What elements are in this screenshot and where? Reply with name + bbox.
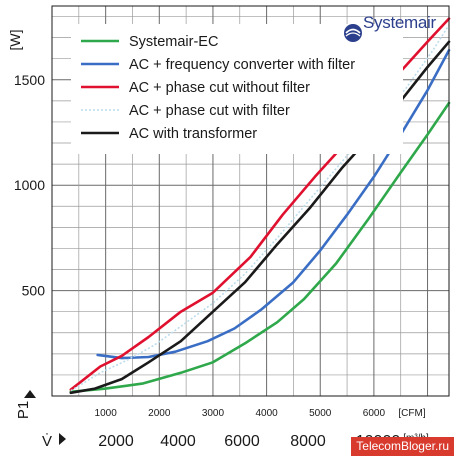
- x-tick-label: 5000: [309, 408, 332, 419]
- legend-background: [71, 24, 403, 154]
- watermark: TelecomBloger.ru: [351, 437, 454, 456]
- x-tick-labels: 1000 2000 3000 4000 5000 6000: [95, 408, 386, 419]
- x-axis-arrow-icon: [59, 433, 66, 445]
- y-tick-label: 1000: [14, 177, 45, 193]
- legend-label: AC + frequency converter with filter: [129, 57, 355, 73]
- y-tick-label: 1500: [14, 72, 45, 88]
- x-tick-label: 4000: [255, 408, 278, 419]
- x-tick-label: 2000: [148, 408, 171, 419]
- x-secondary-tick-label: 8000: [290, 433, 326, 450]
- y-tick-label: 500: [22, 283, 46, 299]
- y-axis-symbol-label: P1: [15, 401, 32, 419]
- legend: Systemair-EC AC + frequency converter wit…: [71, 24, 403, 154]
- brand-logo: Systemair: [344, 13, 437, 42]
- legend-label: AC with transformer: [129, 126, 257, 142]
- brand-logo-icon: [344, 24, 362, 42]
- legend-label: AC + phase cut without filter: [129, 80, 310, 96]
- plot-frame: [51, 5, 450, 397]
- x-tick-label: 6000: [363, 408, 386, 419]
- y-axis-symbol: P1: [15, 390, 36, 419]
- x-tick-label: 3000: [202, 408, 225, 419]
- legend-label: Systemair-EC: [129, 34, 218, 50]
- x-axis-primary-unit-label: [CFM]: [398, 408, 425, 419]
- x-secondary-tick-label: 4000: [160, 433, 196, 450]
- x-axis-secondary-symbol: V̇: [42, 433, 66, 450]
- y-axis-unit-label: [W]: [7, 30, 23, 51]
- y-tick-labels: 500 1000 1500: [14, 72, 45, 299]
- x-secondary-tick-label: 6000: [224, 433, 260, 450]
- y-axis-arrow-icon: [24, 390, 36, 398]
- series-line-systemair-ec: [69, 101, 451, 394]
- x-axis-secondary-symbol-label: V̇: [42, 433, 52, 450]
- legend-label: AC + phase cut with filter: [129, 103, 290, 119]
- x-secondary-tick-label: 2000: [98, 433, 134, 450]
- x-tick-label: 1000: [95, 408, 118, 419]
- brand-name: Systemair: [363, 13, 437, 32]
